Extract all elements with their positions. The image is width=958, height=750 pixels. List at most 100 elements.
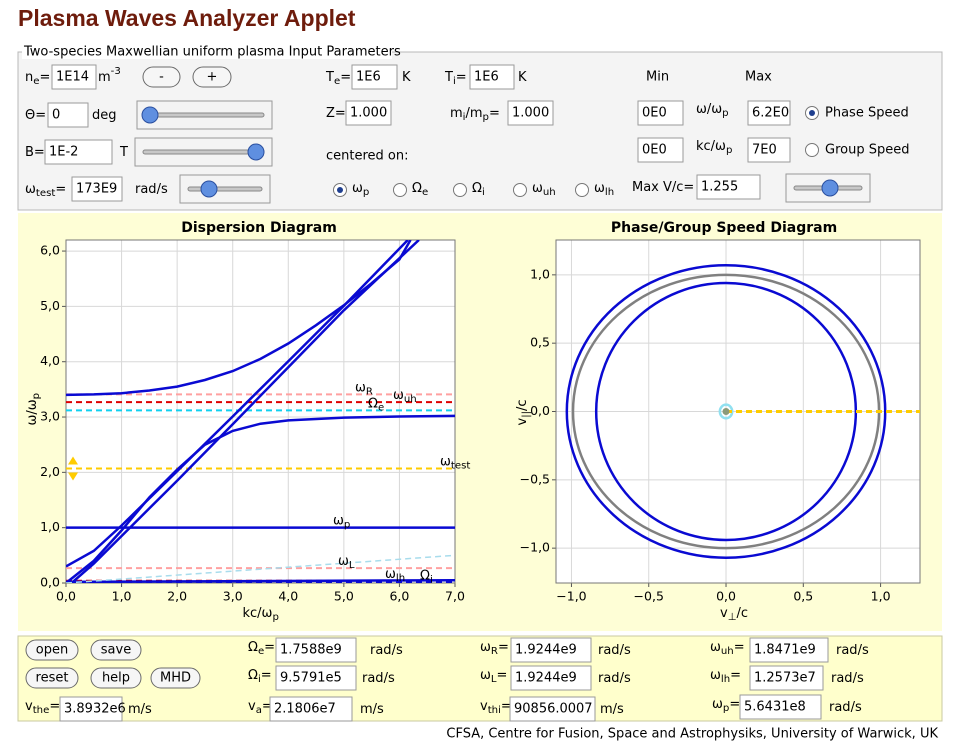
step-button-label[interactable]: + bbox=[207, 70, 218, 85]
output-unit-part: rad/s bbox=[370, 643, 403, 658]
center-option-part: i bbox=[482, 187, 485, 198]
input-value-box[interactable] bbox=[507, 100, 554, 126]
output-value: 2.1806e7 bbox=[274, 702, 336, 717]
input-value-box[interactable] bbox=[345, 100, 392, 126]
dispersion-curve bbox=[66, 414, 455, 583]
output-label-part: = bbox=[498, 640, 509, 655]
input-label-part: e bbox=[334, 76, 340, 87]
action-button-label[interactable]: open bbox=[36, 643, 68, 658]
reference-arrow bbox=[68, 456, 78, 481]
range-header: Min bbox=[646, 70, 669, 85]
input-value[interactable]: 1.000 bbox=[350, 106, 387, 121]
reference-label: Ωe bbox=[368, 396, 384, 414]
x-axis-label-part: p bbox=[272, 612, 278, 623]
action-button-label[interactable]: reset bbox=[36, 671, 69, 686]
output-label-part: ω bbox=[710, 668, 721, 683]
y-axis-label-part: v bbox=[515, 418, 530, 426]
input-value[interactable]: 1E6 bbox=[474, 70, 499, 85]
range-max-box[interactable] bbox=[747, 137, 791, 163]
range-min[interactable]: 0E0 bbox=[642, 143, 667, 158]
input-value[interactable]: 1E-2 bbox=[49, 145, 78, 160]
output-label: va= bbox=[248, 699, 273, 717]
action-button[interactable] bbox=[90, 667, 142, 689]
input-label-part: i bbox=[463, 112, 466, 123]
action-button[interactable] bbox=[25, 667, 79, 689]
origin-dot bbox=[722, 408, 730, 415]
speed-mode-label[interactable]: Phase Speed bbox=[825, 106, 909, 121]
input-unit-part: rad/s bbox=[135, 182, 168, 197]
input-value-box[interactable] bbox=[696, 174, 761, 200]
input-label-part: n bbox=[25, 70, 33, 85]
output-label-part: e bbox=[258, 646, 264, 657]
output-label-part: the bbox=[33, 705, 50, 716]
input-value[interactable]: 1E6 bbox=[356, 70, 381, 85]
action-button-label[interactable]: help bbox=[102, 671, 130, 686]
input-value-box[interactable] bbox=[71, 176, 123, 202]
center-radio[interactable] bbox=[453, 183, 467, 197]
input-value[interactable]: 1E14 bbox=[56, 70, 89, 85]
speed-mode-radio[interactable] bbox=[805, 143, 819, 157]
output-unit: rad/s bbox=[836, 643, 869, 658]
center-radio[interactable] bbox=[513, 183, 527, 197]
action-button[interactable] bbox=[25, 639, 79, 661]
range-min-box[interactable] bbox=[637, 137, 684, 163]
output-value-box bbox=[510, 665, 592, 691]
output-label-part: = bbox=[262, 699, 273, 714]
reference-label: Ωi bbox=[420, 568, 433, 586]
y-axis-label-part: || bbox=[521, 411, 532, 418]
input-value-box[interactable] bbox=[351, 64, 398, 90]
slider-knob[interactable] bbox=[247, 143, 265, 161]
input-label: Θ= bbox=[25, 108, 46, 123]
step-button[interactable] bbox=[192, 66, 232, 88]
output-value-box bbox=[275, 637, 357, 663]
action-button-label[interactable]: MHD bbox=[160, 671, 191, 686]
reference-label-part: ω bbox=[333, 513, 344, 528]
output-unit: rad/s bbox=[370, 643, 403, 658]
input-unit: K bbox=[402, 70, 411, 85]
range-max[interactable]: 7E0 bbox=[752, 143, 777, 158]
input-value-box[interactable] bbox=[47, 102, 89, 128]
output-value-box bbox=[275, 665, 357, 691]
input-value[interactable]: 1.255 bbox=[701, 180, 738, 195]
step-button[interactable] bbox=[142, 66, 181, 88]
input-value[interactable]: 0 bbox=[52, 108, 60, 123]
action-button[interactable] bbox=[90, 639, 142, 661]
step-button-label[interactable]: - bbox=[159, 70, 164, 85]
chart-title: Phase/Group Speed Diagram bbox=[611, 220, 837, 236]
range-min[interactable]: 0E0 bbox=[642, 106, 667, 121]
action-button-label[interactable]: save bbox=[101, 643, 131, 658]
slider-frame bbox=[179, 174, 271, 204]
slider-knob[interactable] bbox=[821, 179, 839, 197]
reference-label-part: L bbox=[349, 560, 355, 571]
speed-curve bbox=[565, 264, 887, 559]
output-value-box bbox=[269, 696, 353, 722]
center-radio[interactable] bbox=[575, 183, 589, 197]
input-label-part: Θ= bbox=[25, 108, 46, 123]
speed-mode-label[interactable]: Group Speed bbox=[825, 143, 909, 158]
center-option-part: Ω bbox=[412, 181, 422, 196]
range-max-box[interactable] bbox=[747, 100, 791, 126]
reference-label: ωuh bbox=[393, 388, 417, 406]
input-label: mi/mp= bbox=[450, 106, 500, 124]
output-value-box bbox=[749, 665, 824, 691]
x-axis-label-part: /c bbox=[737, 606, 749, 621]
slider-knob[interactable] bbox=[141, 106, 159, 124]
input-value-box[interactable] bbox=[44, 139, 113, 165]
output-unit-part: rad/s bbox=[598, 671, 631, 686]
output-label-part: = bbox=[49, 699, 60, 714]
y-tick-label: 1,0 bbox=[530, 266, 550, 281]
input-value[interactable]: 173E9 bbox=[76, 182, 117, 197]
input-value[interactable]: 1.000 bbox=[512, 106, 549, 121]
action-button[interactable] bbox=[150, 667, 201, 689]
center-option: ωp bbox=[352, 181, 369, 199]
dispersion-curve bbox=[70, 240, 420, 583]
y-tick-label: 2,0 bbox=[40, 464, 60, 479]
range-label-part: p bbox=[722, 108, 728, 119]
center-radio[interactable] bbox=[393, 183, 407, 197]
slider-knob[interactable] bbox=[200, 180, 218, 198]
input-value-box[interactable] bbox=[51, 64, 97, 90]
range-min-box[interactable] bbox=[637, 100, 684, 126]
range-max[interactable]: 6.2E0 bbox=[752, 106, 789, 121]
input-value-box[interactable] bbox=[469, 64, 515, 90]
output-unit-part: rad/s bbox=[831, 671, 864, 686]
